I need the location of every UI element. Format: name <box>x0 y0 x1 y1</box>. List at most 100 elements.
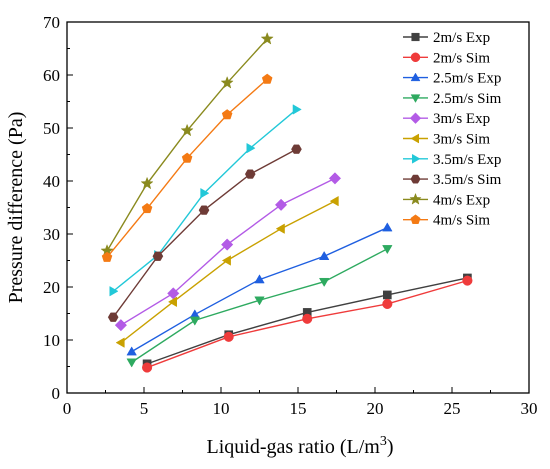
legend-label: 4m/s Sim <box>433 213 490 229</box>
legend-marker <box>409 112 422 124</box>
series-5 <box>115 195 339 348</box>
data-point <box>115 337 125 348</box>
legend-item: 3m/s Sim <box>403 132 490 148</box>
data-point <box>114 319 128 332</box>
legend-marker <box>410 94 421 103</box>
legend-item: 2.5m/s Sim <box>403 91 502 107</box>
series-line <box>131 227 388 353</box>
legend-marker <box>410 133 420 144</box>
data-point <box>246 142 256 154</box>
x-tick-label: 10 <box>213 399 230 418</box>
x-axis-label-text: Liquid-gas ratio (L/m <box>207 436 381 458</box>
data-point <box>261 73 273 84</box>
series-line <box>106 78 268 258</box>
data-point <box>101 251 113 262</box>
x-axis: 0 5 10 15 20 25 30 <box>63 387 538 418</box>
legend-item: 4m/s Sim <box>403 213 490 229</box>
data-point <box>254 274 265 284</box>
legend-marker <box>410 72 421 82</box>
data-point <box>109 286 119 297</box>
data-point <box>462 275 473 286</box>
y-axis-label: Pressure difference (Pa) <box>5 112 27 304</box>
legend-marker <box>410 174 421 184</box>
data-point <box>329 195 339 207</box>
x-tick-label: 5 <box>140 399 149 418</box>
series-3 <box>126 245 393 368</box>
data-point <box>302 313 313 324</box>
legend-label: 3.5m/s Sim <box>433 172 502 188</box>
data-point <box>382 245 393 255</box>
y-axis: 0 10 20 30 40 50 60 70 <box>43 13 73 403</box>
legend-label: 2m/s Sim <box>433 50 490 66</box>
data-point <box>181 152 193 163</box>
legend-marker <box>411 153 421 164</box>
x-tick-label: 25 <box>444 399 461 418</box>
data-point <box>254 296 265 306</box>
y-tick-label: 20 <box>43 278 60 297</box>
legend-marker <box>409 192 422 205</box>
legend-item: 4m/s Exp <box>403 192 490 208</box>
data-point <box>328 172 342 185</box>
series-8 <box>100 32 274 257</box>
y-tick-label: 50 <box>43 119 60 138</box>
data-point <box>382 290 392 300</box>
y-tick-label: 10 <box>43 331 60 350</box>
data-point <box>167 296 177 308</box>
data-point <box>167 287 180 300</box>
data-point <box>221 255 231 266</box>
legend-marker <box>410 214 421 224</box>
series-line <box>112 148 297 318</box>
legend-item: 3.5m/s Sim <box>403 172 502 188</box>
legend-item: 2.5m/s Exp <box>403 71 501 87</box>
data-point <box>382 222 393 232</box>
legend: 2m/s Exp 2m/s Sim 2.5m/s Exp 2.5m/s Sim 3m/s… <box>403 30 502 229</box>
data-point <box>318 277 330 288</box>
data-point <box>221 109 233 120</box>
x-axis-label: Liquid-gas ratio (L/m3) <box>207 434 394 458</box>
data-point <box>244 169 256 179</box>
x-axis-label-superscript: 3 <box>380 434 387 449</box>
series-4 <box>114 172 342 332</box>
data-point <box>107 312 119 322</box>
data-point <box>291 144 302 154</box>
series-line <box>106 38 268 252</box>
legend-item: 3m/s Exp <box>403 111 490 127</box>
data-point <box>152 251 164 261</box>
data-point <box>220 76 234 89</box>
x-tick-label: 0 <box>63 399 72 418</box>
data-point <box>198 205 210 215</box>
series-2 <box>126 222 393 356</box>
x-axis-label-close: ) <box>387 436 394 458</box>
data-point <box>189 316 201 326</box>
series-6 <box>109 104 302 297</box>
legend-label: 3m/s Exp <box>433 111 490 127</box>
legend-item: 2m/s Sim <box>403 50 490 66</box>
data-point <box>274 198 288 211</box>
data-point <box>126 358 137 368</box>
plot-marks <box>100 32 473 373</box>
legend-label: 3.5m/s Exp <box>433 152 501 168</box>
x-tick-label: 15 <box>290 399 307 418</box>
data-point <box>382 298 393 310</box>
legend-label: 2.5m/s Exp <box>433 71 501 87</box>
data-point <box>221 238 234 251</box>
legend-marker <box>410 52 421 63</box>
y-tick-label: 30 <box>43 225 60 244</box>
legend-label: 3m/s Sim <box>433 132 490 148</box>
data-point <box>260 32 274 45</box>
y-tick-label: 40 <box>43 172 60 191</box>
series-9 <box>101 73 273 262</box>
data-point <box>200 187 210 199</box>
legend-label: 2m/s Exp <box>433 30 490 46</box>
y-tick-label: 0 <box>52 384 61 403</box>
data-point <box>126 346 137 356</box>
legend-item: 2m/s Exp <box>403 30 490 46</box>
data-point <box>140 176 154 190</box>
data-point <box>180 123 194 137</box>
data-point <box>318 250 330 260</box>
data-point <box>223 331 234 342</box>
y-tick-label: 70 <box>43 13 60 32</box>
legend-marker <box>411 32 420 42</box>
legend-item: 3.5m/s Exp <box>403 152 501 168</box>
